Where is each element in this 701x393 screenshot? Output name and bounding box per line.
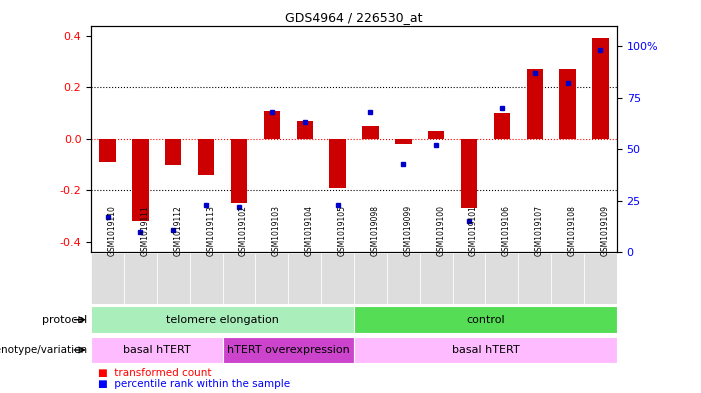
Bar [329,139,346,188]
Text: GSM1019110: GSM1019110 [107,205,116,255]
Bar [354,253,387,304]
Bar [420,253,453,304]
Bar [288,253,321,304]
Text: GSM1019102: GSM1019102 [239,205,248,255]
Bar [297,121,313,139]
Text: basal hTERT: basal hTERT [123,345,191,355]
Text: control: control [466,315,505,325]
Bar [461,139,477,209]
Text: GSM1019101: GSM1019101 [469,205,478,255]
Bar [264,110,280,139]
Bar [551,253,584,304]
Bar [321,253,354,304]
Bar [91,307,354,333]
Bar [559,69,576,139]
Bar [354,337,617,363]
Bar [453,253,485,304]
Text: GSM1019111: GSM1019111 [140,205,149,255]
Text: GSM1019106: GSM1019106 [502,205,511,255]
Bar [387,253,420,304]
Text: GSM1019113: GSM1019113 [206,205,215,255]
Title: GDS4964 / 226530_at: GDS4964 / 226530_at [285,11,423,24]
Bar [395,139,411,144]
Bar [362,126,379,139]
Bar [354,307,617,333]
Bar [132,139,149,221]
Bar [165,139,182,165]
Text: GSM1019098: GSM1019098 [370,205,379,255]
Bar [223,253,255,304]
Bar [157,253,190,304]
Text: GSM1019108: GSM1019108 [568,205,577,255]
Text: basal hTERT: basal hTERT [451,345,519,355]
Bar [518,253,551,304]
Bar [91,253,124,304]
Text: hTERT overexpression: hTERT overexpression [227,345,350,355]
Bar [592,39,608,139]
Text: GSM1019104: GSM1019104 [305,205,314,255]
Text: GSM1019107: GSM1019107 [535,205,544,255]
Text: genotype/variation: genotype/variation [0,345,88,355]
Text: GSM1019105: GSM1019105 [338,205,346,255]
Text: GSM1019103: GSM1019103 [272,205,281,255]
Text: GSM1019100: GSM1019100 [436,205,445,255]
Bar [91,337,223,363]
Bar [124,253,157,304]
Text: ■  percentile rank within the sample: ■ percentile rank within the sample [98,379,290,389]
Bar [231,139,247,203]
Text: GSM1019109: GSM1019109 [601,205,609,255]
Bar [255,253,288,304]
Text: protocol: protocol [42,315,88,325]
Bar [584,253,617,304]
Text: GSM1019112: GSM1019112 [173,205,182,255]
Bar [485,253,518,304]
Bar [198,139,215,175]
Bar [494,113,510,139]
Text: telomere elongation: telomere elongation [166,315,279,325]
Bar [428,131,444,139]
Bar [526,69,543,139]
Text: GSM1019099: GSM1019099 [403,204,412,255]
Bar [223,337,354,363]
Text: ■  transformed count: ■ transformed count [98,367,212,378]
Bar [100,139,116,162]
Bar [190,253,223,304]
